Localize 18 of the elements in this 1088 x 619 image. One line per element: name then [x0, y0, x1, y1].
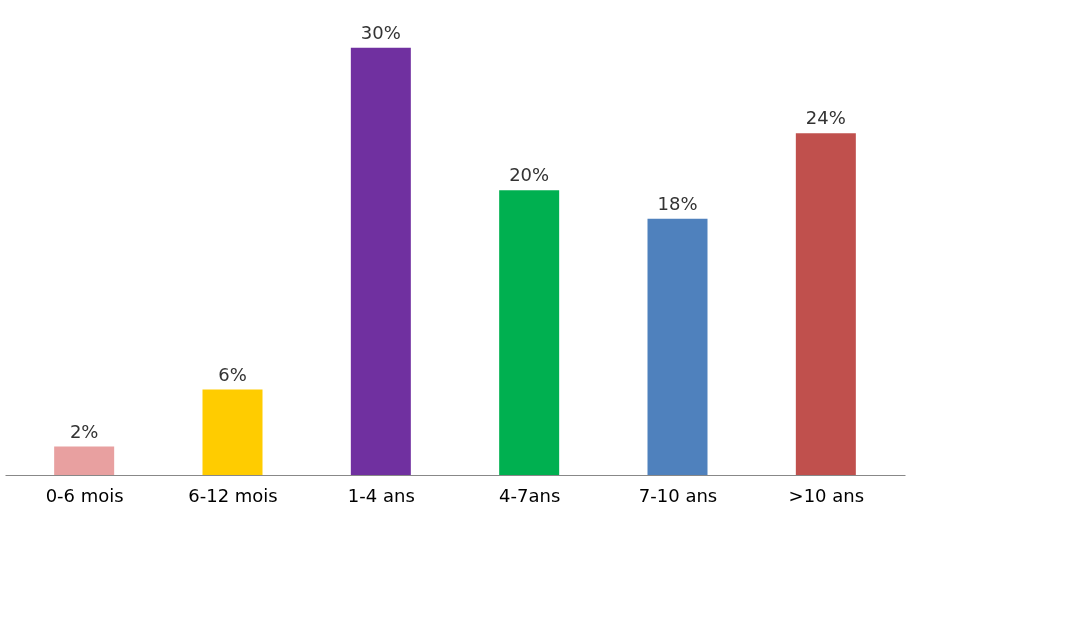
data-label: 18% [657, 192, 698, 214]
data-label: 6% [218, 363, 247, 385]
bar [202, 389, 263, 475]
x-tick-label: 4-7ans [499, 484, 561, 506]
x-tick-label: >10 ans [788, 484, 865, 506]
data-label: 20% [509, 164, 550, 186]
x-tick-label: 7-10 ans [638, 484, 718, 506]
x-tick-label: 0-6 mois [45, 484, 124, 506]
bar [54, 446, 115, 475]
data-label: 30% [360, 21, 401, 43]
bar [499, 190, 560, 475]
x-tick-label: 6-12 mois [188, 484, 278, 506]
bar [647, 218, 708, 475]
x-tick-label: 1-4 ans [347, 484, 415, 506]
data-label: 2% [69, 420, 99, 442]
bar [350, 47, 411, 475]
data-label: 24% [805, 107, 846, 129]
bar [795, 133, 856, 475]
